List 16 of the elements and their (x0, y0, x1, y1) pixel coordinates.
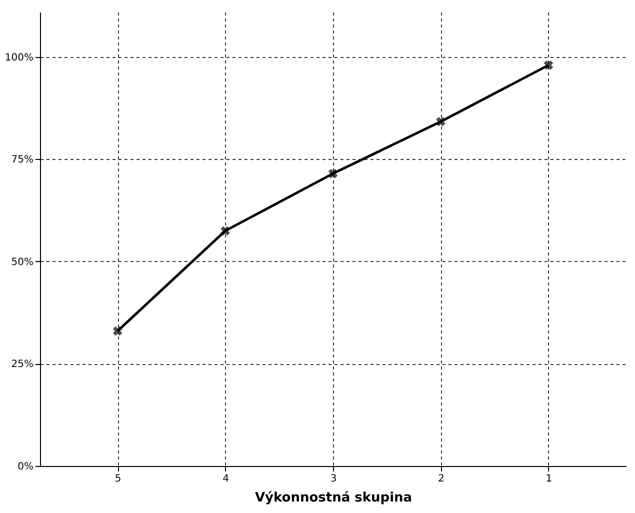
point (220, 226, 230, 236)
point (112, 326, 122, 336)
point (544, 60, 554, 70)
point (436, 116, 446, 126)
y-tick-label: 0% (18, 462, 34, 472)
x-tick-label: 1 (546, 474, 552, 484)
x-tick-label: 2 (438, 474, 444, 484)
y-tick-label: 100% (4, 52, 34, 64)
point (328, 168, 338, 178)
y-tick-label: 75% (11, 154, 34, 166)
x-tick-label: 3 (330, 474, 337, 484)
x-axis-title: Výkonnostná skupina (254, 490, 412, 506)
x-tick-label: 4 (222, 474, 229, 484)
y-tick-label: 25% (11, 359, 34, 370)
y-tick-label: 50% (11, 256, 34, 268)
x-tick-label: 5 (114, 474, 122, 484)
